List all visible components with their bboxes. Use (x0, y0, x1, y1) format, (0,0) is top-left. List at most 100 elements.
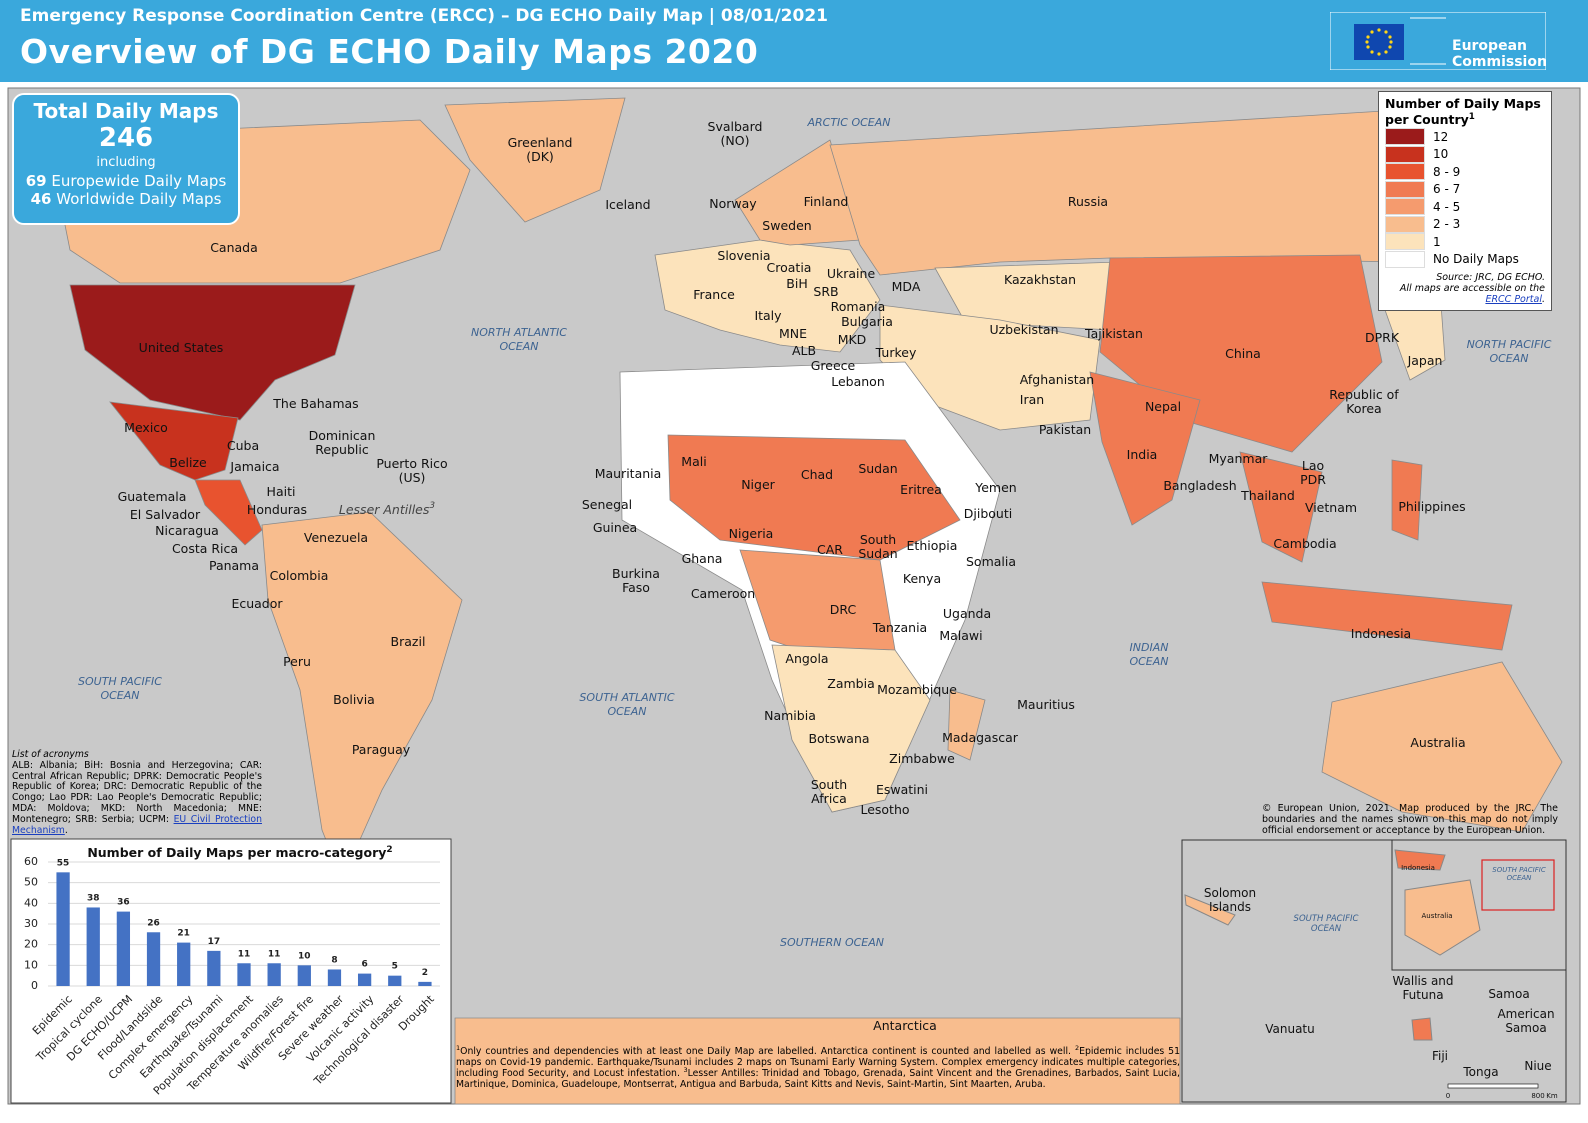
acronyms: List of acronyms ALB: Albania; BiH: Bosn… (12, 749, 262, 836)
ocean-label: SOUTH ATLANTIC OCEAN (579, 691, 674, 718)
country-label: MKD (838, 332, 867, 347)
ocean-label: SOUTHERN OCEAN (780, 936, 884, 949)
country-label: Ukraine (827, 266, 876, 281)
country-label: Turkey (875, 345, 917, 360)
ocean-label: SOUTH PACIFIC OCEAN (1294, 914, 1359, 934)
footnote-mark: 3 (683, 1065, 688, 1074)
legend-swatch (1385, 233, 1425, 251)
country-label: Slovenia (717, 248, 770, 263)
ocean-label: NORTH ATLANTIC OCEAN (471, 326, 567, 353)
footnote-text: Only countries and dependencies with at … (460, 1046, 1075, 1057)
land-area (1321, 661, 1563, 833)
country-label: Tajikistan (1084, 326, 1143, 341)
legend-label: 4 - 5 (1433, 199, 1461, 214)
country-label: South Sudan (858, 532, 897, 561)
legend-item: 6 - 7 (1385, 180, 1545, 199)
country-label: Senegal (582, 497, 632, 512)
country-label: Botswana (808, 731, 869, 746)
country-label: Venezuela (304, 530, 368, 545)
ec-logo-text: European Commission (1452, 38, 1547, 70)
country-label: Vietnam (1305, 500, 1357, 515)
ocean-label: SOUTH PACIFIC OCEAN (78, 675, 162, 702)
country-label: The Bahamas (272, 396, 358, 411)
country-label: Puerto Rico (US) (376, 456, 447, 485)
country-label: SRB (813, 284, 838, 299)
bar (418, 981, 432, 986)
country-label: Bulgaria (841, 314, 893, 329)
land-area (109, 401, 239, 481)
country-label: Cuba (227, 438, 259, 453)
portal-link[interactable]: ERCC Portal (1485, 294, 1542, 305)
land-area (947, 689, 986, 761)
country-label: Nigeria (729, 526, 774, 541)
country-label: Kazakhstan (1004, 272, 1076, 287)
country-label: Croatia (767, 260, 812, 275)
legend: Number of Daily Maps per Country1 12 10 8 … (1378, 91, 1552, 311)
country-label: Chad (801, 467, 833, 482)
value-label: 21 (177, 929, 190, 939)
bar (177, 942, 191, 986)
country-label: Greenland (DK) (508, 135, 573, 164)
inset-mini-label: Australia (1422, 912, 1453, 920)
land-area (69, 284, 356, 421)
y-tick-label: 10 (24, 958, 38, 971)
footnote-ref: 3 (429, 501, 435, 511)
country-label: Pakistan (1039, 422, 1091, 437)
legend-swatch (1385, 128, 1425, 146)
country-label: Djibouti (964, 506, 1012, 521)
bar (56, 872, 70, 986)
ocean-label: INDIAN OCEAN (1129, 641, 1168, 668)
land-area (734, 139, 861, 246)
country-label: Paraguay (352, 742, 411, 757)
country-label: China (1225, 346, 1261, 361)
legend-swatch (1385, 180, 1425, 198)
legend-source: Source: JRC, DG ECHO. (1436, 272, 1545, 283)
country-label: Italy (754, 308, 782, 323)
country-label: Canada (210, 240, 258, 255)
legend-item: 8 - 9 (1385, 163, 1545, 181)
footnote-mark: 2 (1074, 1043, 1080, 1052)
acronyms-text: ALB: Albania; BiH: Bosnia and Herzegovin… (12, 759, 262, 825)
inset-mini-label: SOUTH PACIFIC OCEAN (1492, 866, 1546, 882)
country-label: Belize (169, 455, 207, 470)
country-label: Zimbabwe (889, 751, 955, 766)
country-label: Greece (811, 358, 856, 373)
inset-label: Tonga (1462, 1065, 1498, 1079)
legend-item: 2 - 3 (1385, 215, 1545, 234)
country-label: MNE (779, 326, 807, 341)
country-label: Dominican Republic (309, 428, 376, 457)
scale-label: 800 (1531, 1092, 1544, 1100)
ucpm-link[interactable]: EU Civil Protection Mechanism (12, 813, 262, 836)
legend-item: 4 - 5 (1385, 198, 1545, 216)
legend-swatch (1385, 198, 1425, 216)
country-label: Finland (804, 194, 849, 209)
value-label: 2 (422, 968, 428, 978)
country-label: Uzbekistan (989, 322, 1058, 337)
country-label: Tanzania (872, 620, 927, 635)
country-label: Cameroon (691, 586, 755, 601)
country-label: Svalbard (NO) (708, 119, 763, 148)
bar (86, 907, 100, 986)
inset-mini-label: Indonesia (1401, 864, 1435, 872)
land-area (1184, 894, 1236, 926)
country-label: Eritrea (900, 482, 942, 497)
lesser-antilles: Lesser Antilles (339, 502, 430, 517)
country-label: Madagascar (942, 730, 1019, 745)
y-tick-label: 40 (24, 896, 38, 909)
country-label: Indonesia (1351, 626, 1411, 641)
country-label: Mauritania (595, 466, 662, 481)
bar (327, 969, 342, 986)
inset-label: Niue (1524, 1059, 1551, 1073)
country-label: CAR (817, 542, 843, 557)
bar (116, 911, 131, 986)
legend-label: 6 - 7 (1433, 182, 1461, 197)
legend-label: 8 - 9 (1433, 164, 1461, 179)
country-label: Ecuador (231, 596, 283, 611)
value-label: 36 (117, 898, 130, 908)
legend-end: . (1541, 294, 1545, 305)
land-area (1261, 581, 1513, 651)
country-label: Bangladesh (1163, 478, 1236, 493)
inset-label: Vanuatu (1265, 1022, 1315, 1036)
legend-item: 1 (1385, 233, 1545, 251)
